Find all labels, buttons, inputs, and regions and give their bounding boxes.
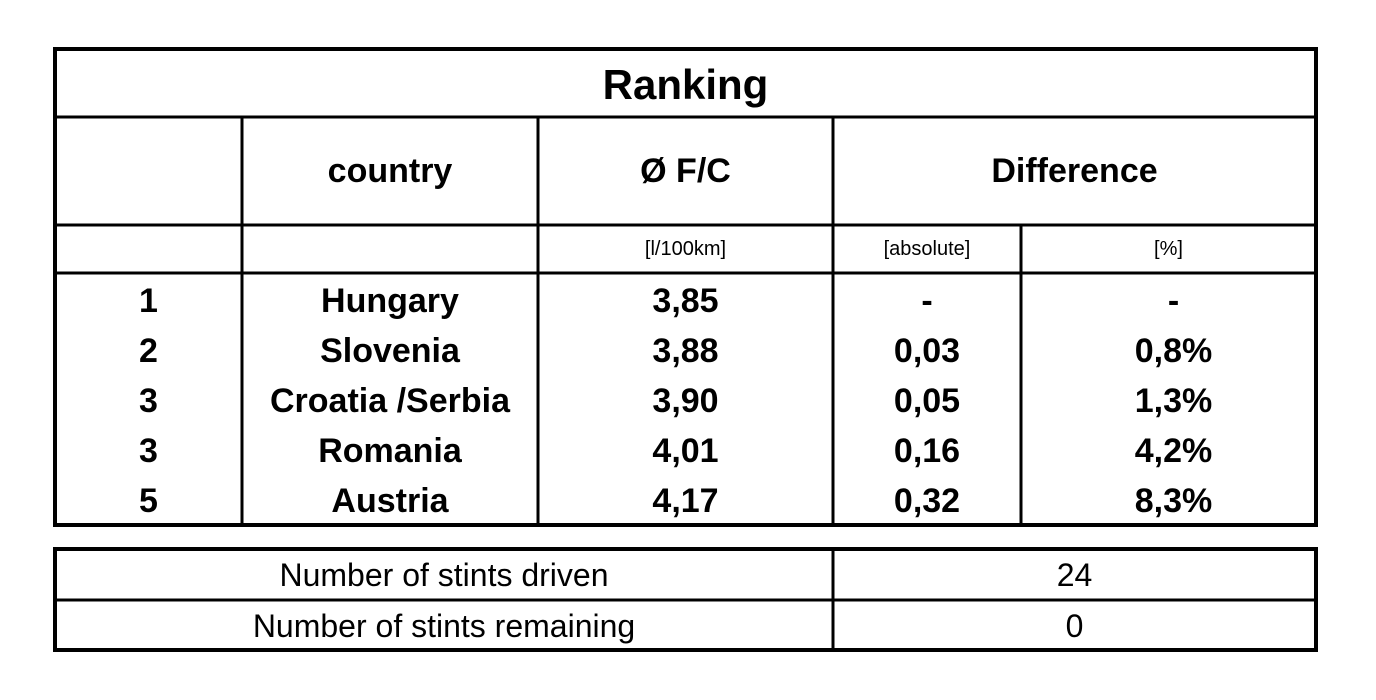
- column-header: Ø F/C: [640, 151, 731, 190]
- table-cell: -: [921, 281, 933, 320]
- table-cell: 0,03: [893, 331, 961, 370]
- table-cell: Austria: [331, 481, 449, 520]
- column-header: Difference: [991, 151, 1158, 190]
- table-cell: 3: [139, 431, 158, 470]
- table-cell: 3: [139, 381, 158, 420]
- table-cell: Slovenia: [320, 331, 460, 370]
- table-cell: 1: [139, 281, 158, 320]
- table-cell: 1,3%: [1134, 381, 1213, 420]
- table-cell: 3,85: [652, 281, 719, 320]
- summary-value: 24: [1056, 557, 1093, 593]
- table-cell: Hungary: [321, 281, 459, 320]
- unit-label: [absolute]: [883, 237, 971, 260]
- table-cell: 4,2%: [1134, 431, 1213, 470]
- table-frame: [53, 47, 1318, 527]
- summary-label: Number of stints remaining: [252, 608, 636, 644]
- table-cell: 0,16: [893, 431, 961, 470]
- summary-value: 0: [1065, 608, 1084, 644]
- table-cell: 8,3%: [1134, 481, 1213, 520]
- table-cell: 4,17: [652, 481, 719, 520]
- column-header: country: [327, 151, 453, 190]
- table-cell: Romania: [318, 431, 462, 470]
- summary-label: Number of stints driven: [279, 557, 609, 593]
- table-cell: 0,05: [893, 381, 961, 420]
- unit-label: [%]: [1154, 237, 1183, 260]
- table-cell: 3,88: [652, 331, 719, 370]
- table-cell: -: [1167, 281, 1180, 320]
- table-cell: 5: [139, 481, 158, 520]
- table-cell: Croatia /Serbia: [270, 381, 510, 420]
- table-cell: 0,8%: [1134, 331, 1213, 370]
- table-cell: 0,32: [893, 481, 961, 520]
- table-cell: 4,01: [652, 431, 719, 470]
- table-title: Ranking: [602, 60, 769, 108]
- table-cell: 2: [139, 331, 158, 370]
- table-cell: 3,90: [652, 381, 719, 420]
- unit-label: [l/100km]: [644, 237, 727, 260]
